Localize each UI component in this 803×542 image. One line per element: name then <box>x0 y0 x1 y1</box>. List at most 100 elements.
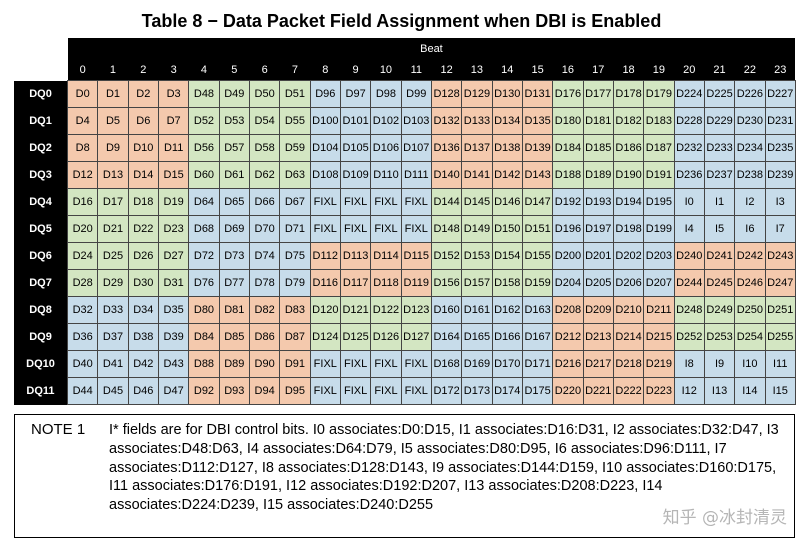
data-cell: D69 <box>218 215 250 243</box>
data-cell: D127 <box>400 323 432 351</box>
data-cell: D192 <box>552 188 584 216</box>
data-cell: D159 <box>521 269 554 297</box>
data-cell: FIXL <box>370 377 402 405</box>
beat-number: 7 <box>279 59 311 81</box>
data-cell: D111 <box>400 161 432 189</box>
data-cell: D198 <box>612 215 645 243</box>
beat-number: 13 <box>461 59 493 81</box>
data-cell: D132 <box>430 107 463 135</box>
data-cell: D23 <box>157 215 190 243</box>
data-cell: FIXL <box>309 215 341 243</box>
data-cell: D184 <box>552 134 584 162</box>
data-cell: D49 <box>218 80 250 108</box>
data-cell: D6 <box>127 107 159 135</box>
data-cell: D203 <box>643 242 675 270</box>
data-cell: I13 <box>703 377 736 405</box>
data-cell: D71 <box>279 215 311 243</box>
data-cell: D105 <box>339 134 372 162</box>
beat-number: 12 <box>431 59 462 81</box>
dq-label: DQ6 <box>14 242 68 270</box>
data-cell: D26 <box>127 242 159 270</box>
data-cell: D101 <box>339 107 372 135</box>
data-cell: D169 <box>461 350 493 378</box>
data-cell: D205 <box>582 269 614 297</box>
data-cell: D57 <box>218 134 250 162</box>
data-cell: D242 <box>734 242 766 270</box>
data-cell: D85 <box>218 323 250 351</box>
data-cell: I4 <box>673 215 705 243</box>
data-cell: D43 <box>157 350 190 378</box>
data-cell: D15 <box>157 161 190 189</box>
table-row: DQ2 D8 D9 D10 D11 D56 D57 D58 D59 D104 D105 D106 D10… <box>14 134 796 162</box>
data-cell: I2 <box>734 188 766 216</box>
data-cell: D145 <box>461 188 493 216</box>
data-cell: D204 <box>552 269 584 297</box>
data-cell: D148 <box>430 215 463 243</box>
data-cell: D150 <box>491 215 523 243</box>
data-cell: D91 <box>279 350 311 378</box>
data-cell: FIXL <box>339 377 372 405</box>
data-cell: D5 <box>97 107 129 135</box>
data-cell: D234 <box>734 134 766 162</box>
data-cell: D21 <box>97 215 129 243</box>
data-cell: D153 <box>461 242 493 270</box>
data-cell: D235 <box>764 134 796 162</box>
data-cell: D174 <box>491 377 523 405</box>
data-cell: D241 <box>703 242 736 270</box>
beat-number: 15 <box>522 59 553 81</box>
data-cell: D82 <box>248 296 281 324</box>
dq-label: DQ7 <box>14 269 68 297</box>
data-cell: D245 <box>703 269 736 297</box>
table-title: Table 8 − Data Packet Field Assignment w… <box>141 11 662 31</box>
beat-number: 10 <box>370 59 402 81</box>
data-cell: D193 <box>582 188 614 216</box>
data-cell: D65 <box>218 188 250 216</box>
data-cell: D58 <box>248 134 281 162</box>
data-cell: D130 <box>491 80 523 108</box>
data-cell: D194 <box>612 188 645 216</box>
data-cell: D151 <box>521 215 554 243</box>
beat-number: 1 <box>97 59 129 81</box>
data-cell: I8 <box>673 350 705 378</box>
corner-cell <box>14 38 68 59</box>
data-cell: D44 <box>66 377 99 405</box>
data-cell: D88 <box>188 350 220 378</box>
data-cell: D62 <box>248 161 281 189</box>
note-text: I* fields are for DBI control bits. I0 a… <box>109 422 779 514</box>
data-cell: D113 <box>339 242 372 270</box>
data-cell: I5 <box>703 215 736 243</box>
data-cell: D160 <box>430 296 463 324</box>
data-cell: D104 <box>309 134 341 162</box>
data-cell: D238 <box>734 161 766 189</box>
data-cell: D186 <box>612 134 645 162</box>
data-cell: D240 <box>673 242 705 270</box>
data-cell: D121 <box>339 296 372 324</box>
beat-number: 23 <box>765 59 796 81</box>
data-cell: I9 <box>703 350 736 378</box>
data-cell: D187 <box>643 134 675 162</box>
data-cell: D76 <box>188 269 220 297</box>
data-cell: D33 <box>97 296 129 324</box>
data-cell: D182 <box>612 107 645 135</box>
data-cell: I1 <box>703 188 736 216</box>
data-cell: D110 <box>370 161 402 189</box>
data-cell: D197 <box>582 215 614 243</box>
data-cell: D189 <box>582 161 614 189</box>
data-cell: D17 <box>97 188 129 216</box>
beat-caption: Beat <box>67 38 796 59</box>
data-cell: D90 <box>248 350 281 378</box>
data-cell: D106 <box>370 134 402 162</box>
data-cell: D59 <box>279 134 311 162</box>
beat-number: 21 <box>704 59 735 81</box>
beat-number: 16 <box>552 59 584 81</box>
data-cell: D126 <box>370 323 402 351</box>
data-cell: D251 <box>764 296 796 324</box>
data-cell: D253 <box>703 323 736 351</box>
data-cell: D199 <box>643 215 675 243</box>
data-cell: D96 <box>309 80 341 108</box>
data-cell: FIXL <box>400 188 432 216</box>
data-cell: D243 <box>764 242 796 270</box>
data-cell: D183 <box>643 107 675 135</box>
data-cell: D42 <box>127 350 159 378</box>
data-cell: D217 <box>582 350 614 378</box>
